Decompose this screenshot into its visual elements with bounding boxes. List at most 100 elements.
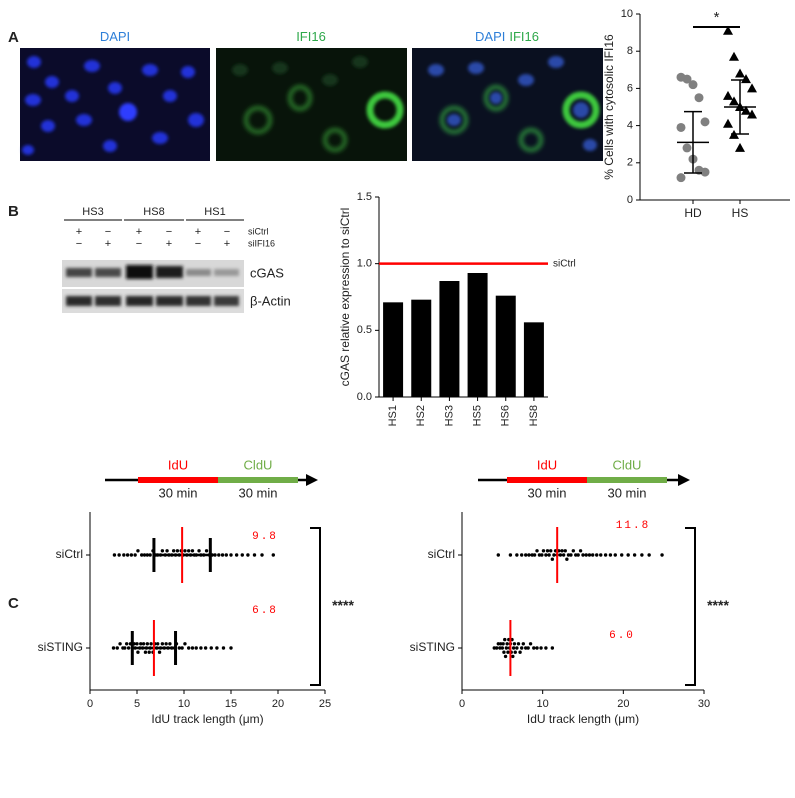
timeline-label: CldU <box>244 457 273 472</box>
data-point <box>160 642 165 646</box>
data-point <box>221 646 226 650</box>
data-point <box>175 549 180 553</box>
y-tick-label: 0.5 <box>357 324 372 336</box>
x-tick-label: 0 <box>459 698 465 710</box>
data-point <box>499 642 503 646</box>
data-point <box>590 553 595 557</box>
y-tick-label: 4 <box>627 120 633 132</box>
blot-group: HS8 <box>143 206 164 218</box>
median-label: 9.8 <box>252 531 278 543</box>
data-point <box>723 90 733 100</box>
data-point <box>164 642 168 646</box>
data-point <box>503 654 508 659</box>
data-point <box>700 167 710 177</box>
x-tick-label: HS8 <box>528 405 540 426</box>
data-point <box>149 642 153 646</box>
data-point <box>550 646 555 650</box>
data-point <box>511 646 516 650</box>
timeline-segment <box>138 477 218 483</box>
data-point <box>123 646 127 650</box>
data-point <box>571 549 576 553</box>
bar <box>439 281 460 397</box>
data-point <box>694 93 704 103</box>
blot-sign: + <box>195 226 201 238</box>
data-point <box>142 553 147 557</box>
data-point <box>524 553 528 557</box>
x-tick-label: HS2 <box>415 405 427 426</box>
image-label: IFI16 <box>296 29 326 44</box>
data-point <box>647 553 651 557</box>
y-tick-label: 10 <box>621 8 633 20</box>
blot-band-label: cGAS <box>250 265 284 280</box>
data-point <box>511 654 515 659</box>
blot-sign: + <box>136 226 142 238</box>
blot-row-name: siIFI16 <box>248 238 275 248</box>
data-point <box>521 642 526 646</box>
data-point <box>545 549 550 553</box>
x-tick-label: 25 <box>319 698 331 710</box>
data-point <box>209 646 213 650</box>
data-point <box>234 553 239 557</box>
blot-sign: + <box>76 226 82 238</box>
data-point <box>682 143 692 153</box>
data-point <box>133 553 137 557</box>
y-tick-label: 1.0 <box>357 258 372 270</box>
data-point <box>519 646 524 650</box>
blot-sign: − <box>224 226 230 238</box>
data-point <box>260 553 264 557</box>
x-tick-label: 15 <box>225 698 237 710</box>
timeline-arrow <box>306 474 318 486</box>
data-point <box>526 646 530 650</box>
data-point <box>118 642 122 646</box>
data-point <box>187 549 191 553</box>
data-point <box>115 646 119 650</box>
timeline-segment <box>587 477 667 483</box>
data-point <box>498 646 502 650</box>
image-label-part: IFI16 <box>296 29 326 44</box>
blot-image <box>62 260 244 313</box>
image-merge <box>412 48 603 161</box>
timeline-label: IdU <box>537 457 557 472</box>
blot-band-label: β-Actin <box>250 293 291 308</box>
x-tick-label: HS5 <box>471 405 483 426</box>
y-tick-label: 6 <box>627 82 633 94</box>
data-point <box>540 553 544 557</box>
data-point <box>271 553 275 557</box>
data-point <box>112 553 117 557</box>
y-tick-label: 0 <box>627 194 633 206</box>
image-label: DAPI IFI16 <box>475 29 539 44</box>
data-point <box>516 642 521 646</box>
y-tick-label: siSTING <box>410 640 455 654</box>
significance-bracket <box>310 527 321 686</box>
data-point <box>541 549 546 553</box>
blot-sign: − <box>105 226 111 238</box>
data-point <box>204 549 209 553</box>
data-point <box>139 642 143 646</box>
data-point <box>168 642 172 646</box>
data-point <box>569 553 573 557</box>
blot-sign: + <box>166 238 172 250</box>
data-point <box>552 553 556 557</box>
data-point <box>566 553 571 557</box>
data-point <box>584 553 588 557</box>
data-point <box>587 553 592 557</box>
blot-sign: − <box>136 238 142 250</box>
blot-group: HS3 <box>82 206 103 218</box>
blot-sign: + <box>105 238 111 250</box>
data-point <box>620 553 624 557</box>
data-point <box>515 553 519 557</box>
x-tick-label: HD <box>684 206 702 220</box>
data-point <box>640 553 644 557</box>
data-point <box>505 642 509 646</box>
data-point <box>157 650 162 654</box>
bar <box>495 295 516 397</box>
image-label: DAPI <box>100 29 130 44</box>
timeline-duration: 30 min <box>238 485 277 500</box>
data-point <box>229 553 233 557</box>
timeline-duration: 30 min <box>527 485 566 500</box>
x-tick-label: 20 <box>272 698 284 710</box>
significance: **** <box>707 597 729 613</box>
data-point <box>535 646 539 650</box>
data-point <box>565 557 569 561</box>
